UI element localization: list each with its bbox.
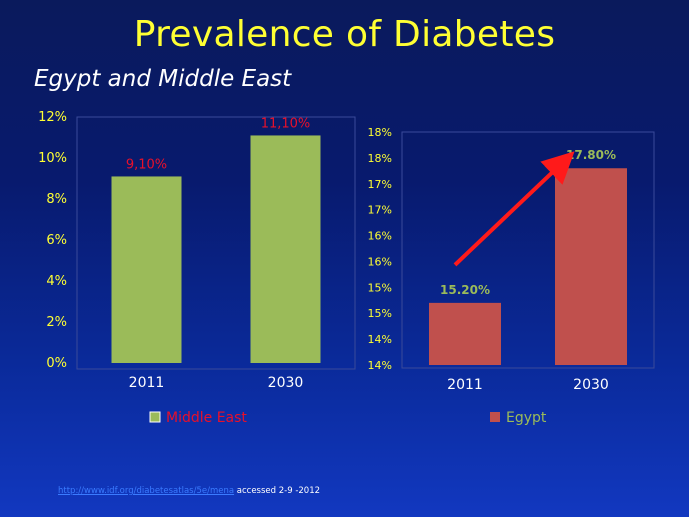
left-plot-area bbox=[76, 116, 356, 370]
y-tick-label: 2% bbox=[46, 315, 67, 330]
x-tick-label: 2030 bbox=[268, 375, 304, 391]
x-tick-label: 2011 bbox=[129, 375, 165, 391]
data-label: 17.80% bbox=[566, 148, 616, 162]
slide-title: Prevalence of Diabetes bbox=[133, 14, 556, 55]
slide-subtitle: Egypt and Middle East bbox=[34, 66, 292, 92]
data-label: 11,10% bbox=[261, 116, 311, 131]
footer-accessed-text: accessed 2-9 -2012 bbox=[236, 486, 321, 496]
y-tick-label: 16% bbox=[368, 255, 392, 268]
x-tick-label: 2011 bbox=[447, 377, 483, 393]
y-tick-label: 17% bbox=[368, 178, 392, 191]
x-tick-label: 2030 bbox=[573, 377, 609, 393]
source-link[interactable]: http://www.idf.org/diabetesatlas/5e/mena bbox=[58, 486, 235, 496]
middle-east-chart: 0% 2% 4% 6% 8% 10% 12% 9,10% 2011 11,10% 2030 Middl… bbox=[38, 110, 356, 426]
y-tick-label: 16% bbox=[368, 230, 392, 243]
bar-2030 bbox=[250, 135, 321, 363]
egypt-chart: 14% 14% 15% 15% 16% 16% 17% 17% 18% 18% 15.20% 2011… bbox=[368, 126, 655, 426]
data-label: 9,10% bbox=[126, 157, 167, 172]
bar-2011 bbox=[111, 176, 182, 363]
footer: http://www.idf.org/diabetesatlas/5e/mena… bbox=[58, 486, 320, 496]
trend-arrow bbox=[453, 151, 575, 267]
y-tick-label: 6% bbox=[46, 233, 67, 248]
y-tick-label: 15% bbox=[368, 281, 392, 294]
y-tick-label: 0% bbox=[46, 356, 67, 371]
right-plot-area bbox=[401, 131, 655, 369]
y-tick-label: 14% bbox=[368, 333, 392, 346]
data-label: 15.20% bbox=[440, 283, 490, 297]
legend-label: Middle East bbox=[166, 410, 247, 426]
y-tick-label: 18% bbox=[368, 152, 392, 165]
y-tick-label: 8% bbox=[46, 192, 67, 207]
y-tick-label: 18% bbox=[368, 126, 392, 139]
legend-swatch bbox=[490, 412, 500, 422]
y-tick-label: 4% bbox=[46, 274, 67, 289]
y-tick-label: 15% bbox=[368, 307, 392, 320]
legend-label: Egypt bbox=[506, 410, 547, 426]
y-tick-label: 17% bbox=[368, 204, 392, 217]
y-tick-label: 10% bbox=[38, 151, 67, 166]
y-tick-label: 12% bbox=[38, 110, 67, 125]
bar-2011 bbox=[429, 302, 501, 365]
bar-2030 bbox=[555, 168, 627, 365]
legend-swatch bbox=[149, 411, 161, 423]
y-tick-label: 14% bbox=[368, 359, 392, 372]
